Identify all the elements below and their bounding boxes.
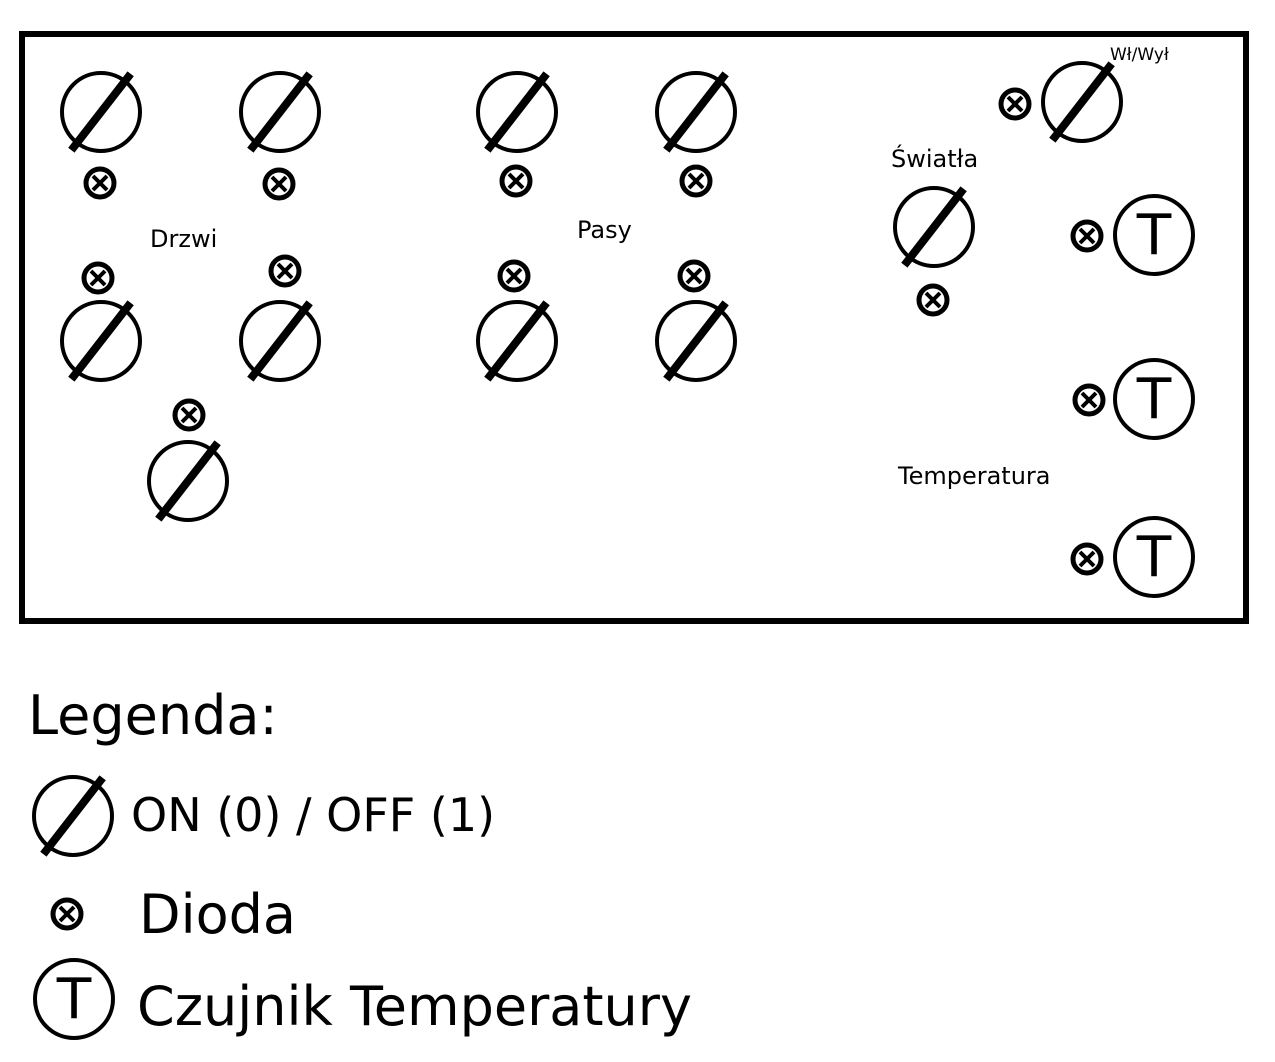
diode-drzwi-5 bbox=[172, 398, 206, 432]
switch-pasy-3 bbox=[476, 300, 558, 382]
temperature-sensor-icon: T bbox=[33, 958, 115, 1040]
label-swiatla: Światła bbox=[891, 143, 978, 173]
diode-temperatura-3 bbox=[1070, 542, 1104, 576]
legend-label-diode: Dioda bbox=[139, 883, 296, 946]
switch-drzwi-1 bbox=[60, 71, 142, 153]
legend-label-switch: ON (0) / OFF (1) bbox=[131, 788, 495, 842]
diode-drzwi-2 bbox=[262, 167, 296, 201]
diode-icon bbox=[50, 897, 84, 931]
diode-swiatla bbox=[916, 283, 950, 317]
diode-temperatura-2 bbox=[1072, 383, 1106, 417]
diode-pasy-3 bbox=[497, 259, 531, 293]
svg-text:T: T bbox=[1136, 526, 1172, 591]
diode-pasy-1 bbox=[499, 164, 533, 198]
label-drzwi: Drzwi bbox=[150, 225, 217, 253]
label-wl-wyl: Wł/Wył bbox=[1110, 45, 1169, 65]
temperature-sensor-2: T bbox=[1113, 358, 1195, 440]
diode-temperatura-1 bbox=[1070, 219, 1104, 253]
label-pasy: Pasy bbox=[577, 216, 632, 244]
switch-icon bbox=[32, 775, 114, 857]
diode-wl-wyl bbox=[998, 87, 1032, 121]
diode-pasy-4 bbox=[677, 259, 711, 293]
temperature-sensor-3: T bbox=[1113, 516, 1195, 598]
label-temperatura: Temperatura bbox=[897, 462, 1051, 490]
switch-pasy-2 bbox=[655, 71, 737, 153]
legend-icons: T bbox=[32, 775, 115, 1040]
svg-text:T: T bbox=[1136, 368, 1172, 433]
svg-text:T: T bbox=[1136, 204, 1172, 269]
switch-drzwi-3 bbox=[60, 300, 142, 382]
switch-pasy-4 bbox=[655, 300, 737, 382]
switch-swiatla bbox=[893, 186, 975, 268]
switch-drzwi-5 bbox=[147, 440, 229, 522]
temperature-sensor-1: T bbox=[1113, 194, 1195, 276]
switch-wl-wyl bbox=[1041, 61, 1123, 143]
panel-frame bbox=[19, 31, 1249, 624]
switch-drzwi-4 bbox=[239, 300, 321, 382]
legend-label-sensor: Czujnik Temperatury bbox=[137, 975, 692, 1038]
diode-pasy-2 bbox=[679, 164, 713, 198]
diode-drzwi-3 bbox=[81, 261, 115, 295]
panel-symbols: T T T bbox=[60, 61, 1195, 598]
svg-text:T: T bbox=[56, 968, 92, 1033]
switch-pasy-1 bbox=[476, 71, 558, 153]
legend-title: Legenda: bbox=[28, 684, 278, 747]
diode-drzwi-4 bbox=[268, 254, 302, 288]
switch-drzwi-2 bbox=[239, 71, 321, 153]
diode-drzwi-1 bbox=[83, 166, 117, 200]
